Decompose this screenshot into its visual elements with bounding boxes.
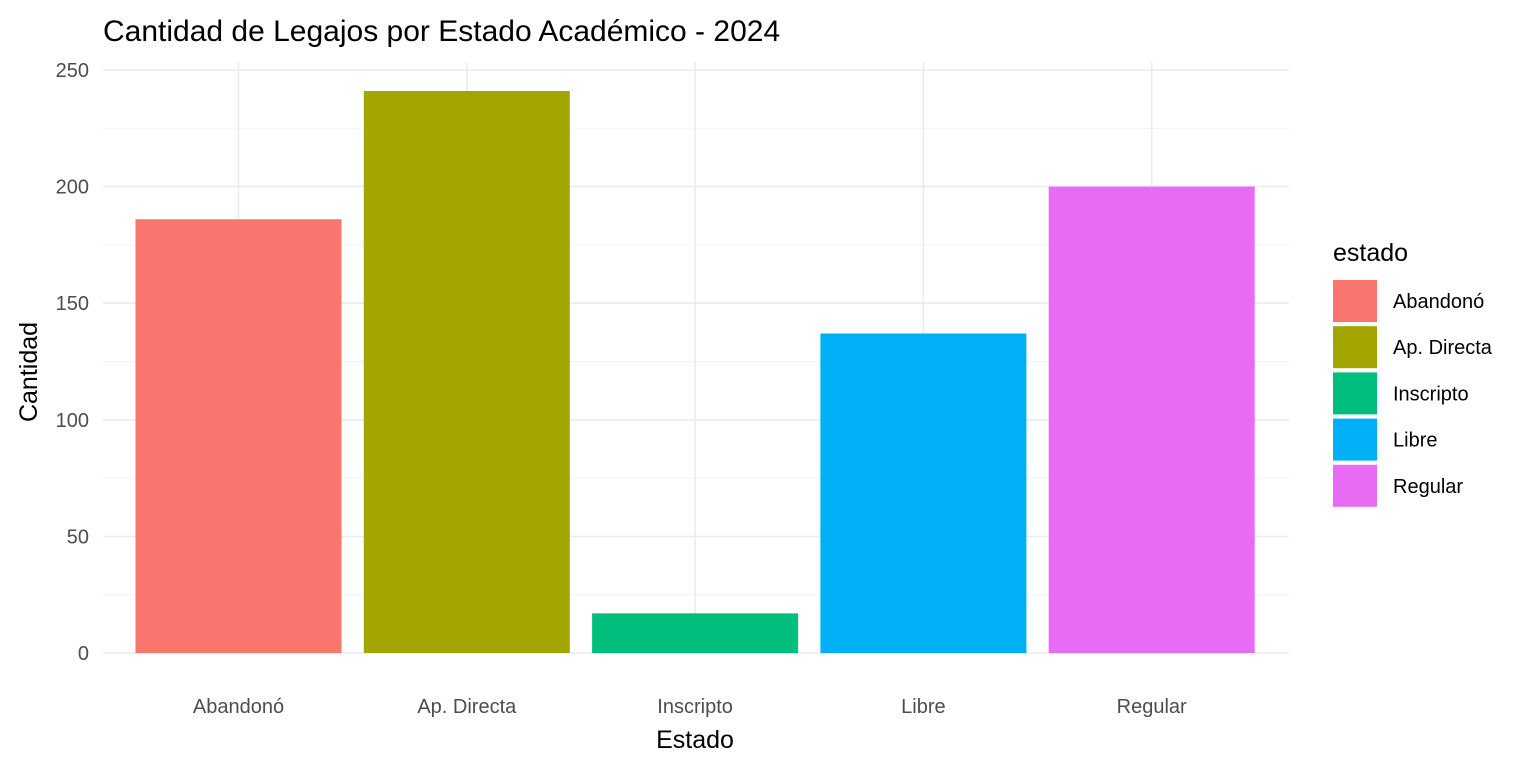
bar-inscripto: [592, 613, 799, 653]
bar-regular: [1048, 186, 1255, 653]
y-tick-label: 0: [78, 643, 89, 665]
x-axis-title: Estado: [656, 726, 734, 754]
bars: [135, 90, 1255, 654]
y-tick-label: 150: [56, 293, 89, 315]
x-tick-label: Abandonó: [193, 696, 284, 718]
x-tick-label: Inscripto: [657, 696, 733, 718]
y-tick-label: 50: [67, 526, 89, 548]
legend: estado Abandonó Ap. Directa Inscripto Libre…: [1333, 239, 1493, 507]
chart-title: Cantidad de Legajos por Estado Académico…: [103, 15, 780, 48]
x-tick-label: Libre: [901, 696, 945, 718]
legend-title: estado: [1333, 239, 1408, 267]
y-tick-labels: 0 50 100 150 200 250: [56, 60, 89, 665]
x-tick-labels: Abandonó Ap. Directa Inscripto Libre Regular: [193, 696, 1187, 718]
x-tick-label: Regular: [1117, 696, 1187, 718]
bar-abandon: [135, 219, 342, 654]
legend-label: Inscripto: [1393, 383, 1469, 405]
y-axis-title: Cantidad: [15, 322, 43, 422]
bar-ap-directa: [363, 90, 570, 654]
legend-key: [1333, 326, 1377, 369]
legend-key: [1333, 372, 1377, 415]
x-tick-label: Ap. Directa: [417, 696, 517, 718]
legend-key: [1333, 280, 1377, 322]
y-tick-label: 200: [56, 177, 89, 199]
y-tick-label: 100: [56, 410, 89, 432]
legend-key: [1333, 464, 1377, 507]
bar-libre: [820, 333, 1027, 653]
legend-key: [1333, 418, 1377, 461]
legend-label: Regular: [1393, 476, 1463, 498]
y-tick-label: 250: [56, 60, 89, 82]
legend-label: Libre: [1393, 430, 1437, 452]
legend-label: Ap. Directa: [1393, 337, 1493, 359]
legend-label: Abandonó: [1393, 291, 1484, 313]
